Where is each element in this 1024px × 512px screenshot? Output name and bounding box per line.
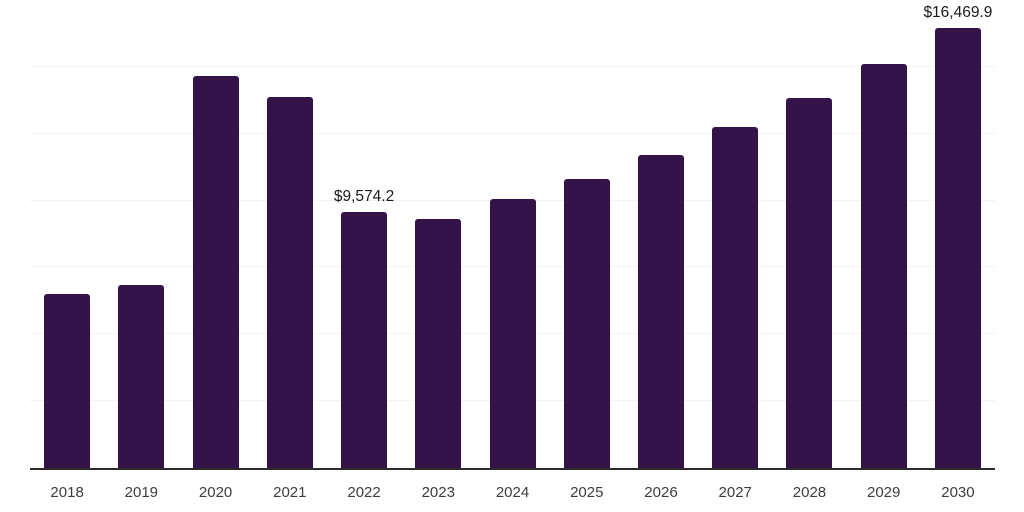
bar-slot-2022: $9,574.2 (327, 0, 401, 468)
x-axis-labels: 2018 2019 2020 2021 2022 2023 2024 2025 2026 2027… (30, 470, 995, 501)
x-tick-label-2024: 2024 (495, 484, 530, 501)
bar-2025 (563, 178, 610, 468)
x-tick-label-2021: 2021 (273, 484, 307, 501)
gridline-15000 (30, 65, 995, 67)
bar-2027 (712, 127, 759, 468)
bar-slot-2030: $16,469.9 (921, 0, 995, 468)
x-tick-label-2018: 2018 (50, 484, 84, 501)
bar-slot-2020 (178, 0, 252, 468)
bar-slot-2019 (104, 0, 178, 468)
x-tick-label-2029: 2029 (867, 484, 901, 501)
bar-slot-2024 (475, 0, 549, 468)
x-tick-label-2023: 2023 (421, 484, 455, 501)
x-tick-label-2025: 2025 (570, 484, 604, 501)
x-tick-label-2030: 2030 (941, 484, 975, 501)
x-tick-label-2019: 2019 (124, 484, 159, 501)
bar-slot-2027 (698, 0, 772, 468)
bar-slot-2025 (550, 0, 624, 468)
bar-slot-2029 (847, 0, 921, 468)
data-label-2022: $9,574.2 (333, 188, 395, 206)
bar-slot-2028 (772, 0, 846, 468)
bars-container: $9,574.2 $16,469.9 (30, 0, 995, 468)
bar-slot-2026 (624, 0, 698, 468)
plot-area: $9,574.2 $16,469.9 (30, 0, 995, 470)
x-tick-label-2020: 2020 (198, 484, 233, 501)
x-tick-label-2028: 2028 (792, 484, 827, 501)
bar-2023 (415, 219, 462, 468)
bar-2030 (934, 27, 981, 468)
bar-slot-2021 (253, 0, 327, 468)
bar-2029 (860, 63, 907, 468)
bar-2021 (266, 97, 313, 468)
bar-slot-2023 (401, 0, 475, 468)
bar-2018 (44, 294, 91, 468)
bar-2022 (341, 211, 388, 468)
bar-2020 (192, 75, 239, 468)
gridline-12500 (30, 132, 995, 134)
bar-2026 (637, 155, 684, 468)
bar-2019 (118, 284, 165, 468)
x-tick-label-2027: 2027 (718, 484, 752, 501)
bar-2024 (489, 199, 536, 468)
x-tick-label-2026: 2026 (644, 484, 678, 501)
bar-slot-2018 (30, 0, 104, 468)
bar-2028 (786, 97, 833, 468)
data-label-2030: $16,469.9 (923, 4, 993, 22)
x-tick-label-2022: 2022 (347, 484, 381, 501)
